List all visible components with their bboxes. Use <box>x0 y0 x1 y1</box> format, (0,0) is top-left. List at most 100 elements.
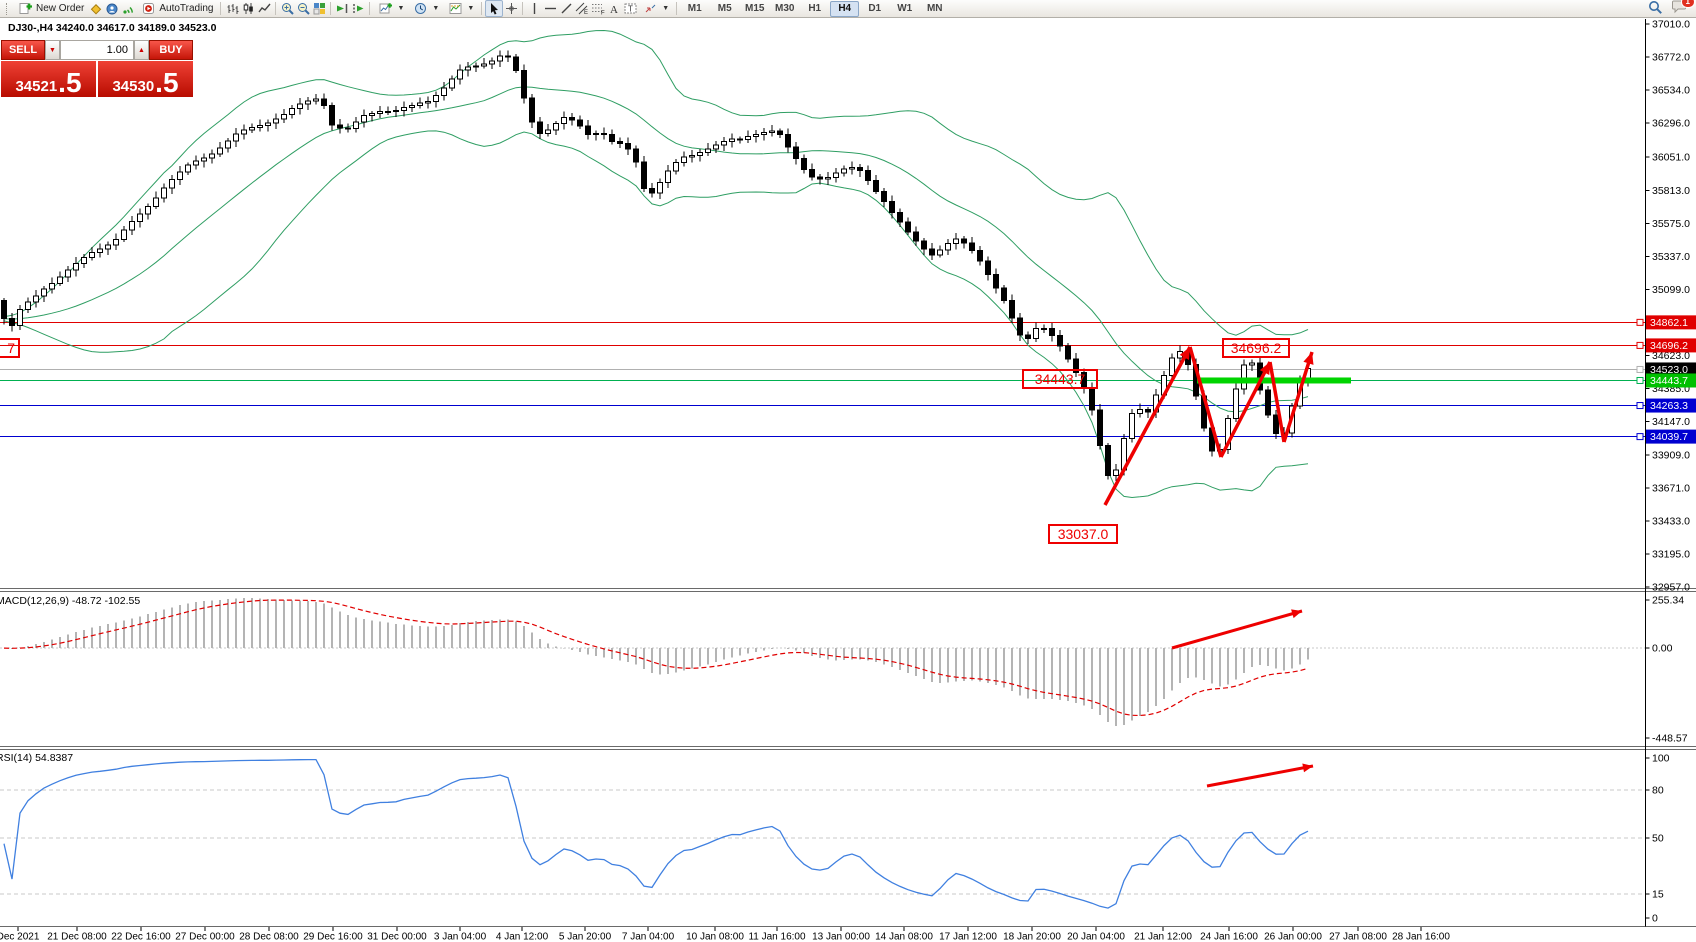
toolbar-grip[interactable] <box>6 2 10 15</box>
annotation-price-label[interactable]: 33037.0 <box>1048 524 1118 544</box>
new-chart-button[interactable]: ▼ <box>373 1 408 16</box>
level-label-bg <box>1646 338 1696 353</box>
macd-indicator-label: MACD(12,26,9) -48.72 -102.55 <box>0 595 141 607</box>
channel-tool-icon[interactable]: E <box>574 1 590 16</box>
level-label-bg <box>1646 362 1696 377</box>
candle-body <box>41 288 47 297</box>
vertical-line-tool-icon[interactable] <box>526 1 542 16</box>
signal-icon[interactable] <box>120 1 136 16</box>
volume-up-stepper[interactable]: ▲ <box>134 40 149 60</box>
candle-body <box>297 103 303 110</box>
search-icon[interactable] <box>1648 0 1663 18</box>
line-chart-icon[interactable] <box>256 1 272 16</box>
annotation-price-label-partial[interactable]: 7 <box>0 338 20 358</box>
period-button[interactable]: ▼ <box>408 1 443 16</box>
candle-body <box>849 166 855 170</box>
timeframe-m15[interactable]: M15 <box>744 3 765 14</box>
date-label: 14 Jan 08:00 <box>875 932 933 942</box>
tile-windows-icon[interactable] <box>311 1 327 16</box>
candle-body <box>1273 414 1279 435</box>
timeframe-m1[interactable]: M1 <box>687 3 702 14</box>
metaeditor-icon[interactable] <box>88 1 104 16</box>
text-tool-icon[interactable]: A <box>606 1 622 16</box>
new-order-button[interactable]: New Order <box>13 1 88 16</box>
candle-body <box>1097 409 1103 447</box>
candle-body <box>953 238 959 245</box>
label-tool-icon[interactable]: T <box>622 1 638 16</box>
candle-body <box>313 98 319 102</box>
candle-body <box>489 60 495 65</box>
candle-body <box>145 205 151 215</box>
cursor-icon[interactable] <box>485 0 504 17</box>
date-label: Dec 2021 <box>0 932 40 942</box>
buy-price[interactable]: 34530 .5 <box>98 61 193 97</box>
candle-body <box>1017 317 1023 336</box>
timeframe-w1[interactable]: W1 <box>897 3 913 14</box>
community-icon[interactable] <box>104 1 120 16</box>
crosshair-icon[interactable] <box>503 1 519 16</box>
date-label: 3 Jan 04:00 <box>434 932 487 942</box>
timeframe-m5[interactable]: M5 <box>717 3 732 14</box>
new-order-icon <box>17 1 33 16</box>
lower-band <box>3 130 1309 499</box>
level-end-marker <box>1636 433 1644 441</box>
trade-panel-prices-row: 34521 .5 34530 .5 <box>1 61 193 97</box>
axis-tick-label: 33671.0 <box>1652 482 1690 494</box>
timeframe-m30[interactable]: M30 <box>774 3 795 14</box>
zoom-in-icon[interactable] <box>279 1 295 16</box>
chat-notifications-button[interactable]: 1 <box>1671 0 1695 17</box>
candle-body <box>329 104 335 126</box>
bollinger-bands <box>3 29 1309 499</box>
volume-down-stepper[interactable]: ▼ <box>45 40 60 60</box>
candle-body <box>1105 445 1111 476</box>
candle-body <box>1001 287 1007 301</box>
timeframe-mn[interactable]: MN <box>926 3 943 14</box>
timeframe-d1[interactable]: D1 <box>868 3 882 14</box>
annotation-price-label[interactable]: 34696.2 <box>1222 338 1290 358</box>
level-end-marker <box>1636 402 1644 410</box>
auto-scroll-icon[interactable] <box>334 1 350 16</box>
sell-price[interactable]: 34521 .5 <box>1 61 96 97</box>
macd-axis-label: 255.34 <box>1652 595 1684 607</box>
candle-body <box>745 136 751 140</box>
candlestick-icon[interactable] <box>240 1 256 16</box>
main-toolbar: New Order AutoTrading <box>0 0 1696 18</box>
fibonacci-tool-icon[interactable]: F <box>590 1 606 16</box>
buy-price-pip: .5 <box>155 67 179 99</box>
arrows-tool-icon <box>642 1 658 16</box>
candle-body <box>1089 387 1095 411</box>
axis-tick-label: 33433.0 <box>1652 515 1690 527</box>
horizontal-line-tool-icon[interactable] <box>542 1 558 16</box>
price-axis: 37010.0 36772.0 36534.0 36296.0 36051.0 35813… <box>1636 19 1696 594</box>
toolbar-separator <box>522 2 524 15</box>
candle-body <box>753 133 759 138</box>
axis-tick-label: 33195.0 <box>1652 548 1690 560</box>
zoom-out-icon[interactable] <box>295 1 311 16</box>
candle-body <box>553 122 559 131</box>
buy-button[interactable]: BUY <box>149 40 193 60</box>
timeframe-h1[interactable]: H1 <box>808 3 822 14</box>
chart-shift-icon[interactable] <box>350 1 366 16</box>
candle-body <box>873 179 879 192</box>
bar-chart-icon[interactable] <box>224 1 240 16</box>
timeframe-h4[interactable]: H4 <box>830 0 860 17</box>
candle-body <box>961 238 967 244</box>
macd-trend-arrow <box>1171 609 1303 650</box>
level-label-support: 34443.7 <box>1650 375 1688 387</box>
candle-body <box>433 95 439 102</box>
candle-body <box>1009 299 1015 319</box>
rsi-axis-label: 15 <box>1652 889 1664 901</box>
trendline-tool-icon[interactable] <box>558 1 574 16</box>
arrows-tool-button[interactable]: ▼ <box>638 1 673 16</box>
sell-button[interactable]: SELL <box>1 40 45 60</box>
volume-input[interactable]: 1.00 <box>60 40 134 60</box>
annotation-price-label[interactable]: 34443.7 <box>1022 369 1098 389</box>
candle-body <box>441 87 447 97</box>
candle-body <box>473 65 479 68</box>
template-button[interactable]: ▼ <box>443 1 478 16</box>
candle-body <box>1265 389 1271 416</box>
autotrading-button[interactable]: AutoTrading <box>136 1 217 16</box>
candle-body <box>161 187 167 199</box>
candle-body <box>1249 362 1255 366</box>
